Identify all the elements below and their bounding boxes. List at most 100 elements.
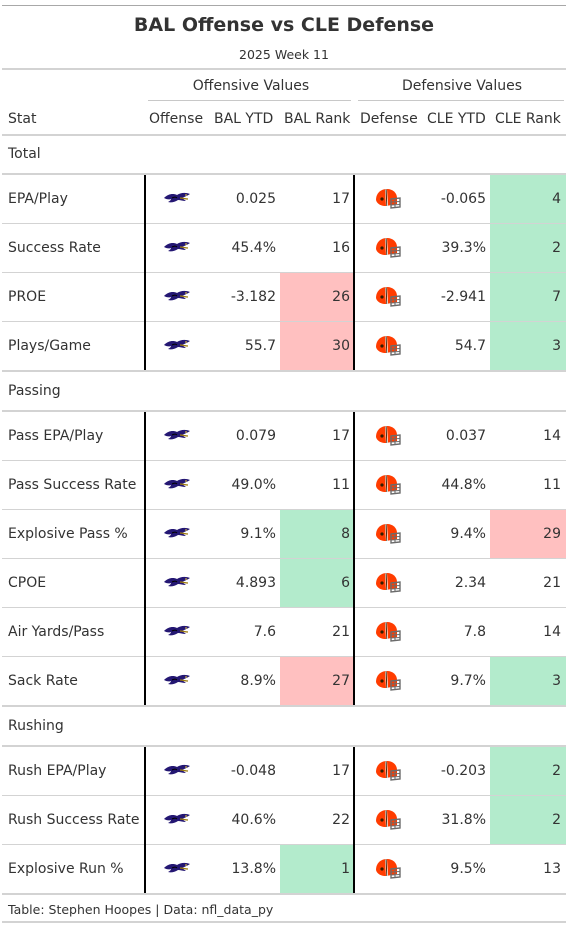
cle-rank-cell: 7 bbox=[490, 273, 566, 321]
section-divider-line bbox=[353, 412, 355, 705]
table-row: Rush Success Rate 40.6% 22 31.8% 2 bbox=[2, 796, 566, 845]
group-header-passing: Passing bbox=[2, 372, 566, 412]
group-label: Total bbox=[8, 146, 41, 162]
defense-logo-cell bbox=[354, 657, 420, 705]
col-header-offense: Offense bbox=[149, 111, 204, 127]
offense-logo-cell bbox=[144, 273, 210, 321]
table-row: CPOE 4.893 6 2.34 21 bbox=[2, 559, 566, 608]
defense-logo-cell bbox=[354, 510, 420, 558]
table-row: Pass Success Rate 49.0% 11 44.8% 11 bbox=[2, 461, 566, 510]
offense-logo-cell bbox=[144, 608, 210, 656]
browns-helmet-icon bbox=[373, 759, 401, 783]
ravens-logo-icon bbox=[162, 762, 192, 780]
bottom-rule bbox=[2, 921, 566, 923]
bal-ytd-cell: 7.6 bbox=[253, 624, 276, 640]
defense-logo-cell bbox=[354, 747, 420, 795]
cle-ytd-cell: 54.7 bbox=[454, 338, 486, 354]
stat-cell: Rush Success Rate bbox=[8, 812, 140, 828]
spanner-defensive-values: Defensive Values bbox=[401, 78, 523, 94]
table-title: BAL Offense vs CLE Defense bbox=[133, 14, 435, 36]
cle-rank-cell: 29 bbox=[490, 510, 566, 558]
cle-rank-cell: 14 bbox=[543, 428, 561, 444]
bal-ytd-cell: -3.182 bbox=[230, 289, 276, 305]
ravens-logo-icon bbox=[162, 811, 192, 829]
bal-ytd-cell: -0.048 bbox=[230, 763, 276, 779]
offense-logo-cell bbox=[144, 412, 210, 460]
cle-ytd-cell: 39.3% bbox=[441, 240, 486, 256]
bal-rank-cell: 17 bbox=[332, 191, 350, 207]
bal-rank-cell: 22 bbox=[332, 812, 350, 828]
header-divider bbox=[2, 134, 566, 136]
stat-cell: Pass Success Rate bbox=[8, 477, 137, 493]
table-row: EPA/Play 0.025 17 -0.065 4 bbox=[2, 175, 566, 224]
browns-helmet-icon bbox=[373, 620, 401, 644]
group-header-total: Total bbox=[2, 135, 566, 175]
source-note: Table: Stephen Hoopes | Data: nfl_data_p… bbox=[8, 902, 274, 917]
cle-rank-cell: 11 bbox=[543, 477, 561, 493]
cle-ytd-cell: 0.037 bbox=[445, 428, 486, 444]
table-row: Air Yards/Pass 7.6 21 7.8 14 bbox=[2, 608, 566, 657]
bal-rank-cell: 11 bbox=[332, 477, 350, 493]
cle-rank-cell: 2 bbox=[490, 224, 566, 272]
stat-cell: Plays/Game bbox=[8, 338, 91, 354]
bal-rank-cell: 6 bbox=[280, 559, 354, 607]
ravens-logo-icon bbox=[162, 525, 192, 543]
browns-helmet-icon bbox=[373, 808, 401, 832]
bal-rank-cell: 17 bbox=[332, 763, 350, 779]
table-row: Rush EPA/Play -0.048 17 -0.203 2 bbox=[2, 747, 566, 796]
bal-rank-cell: 8 bbox=[280, 510, 354, 558]
top-rule bbox=[2, 5, 566, 6]
bal-ytd-cell: 9.1% bbox=[240, 526, 276, 542]
table-row: Sack Rate 8.9% 27 9.7% 3 bbox=[2, 657, 566, 707]
offense-logo-cell bbox=[144, 224, 210, 272]
ravens-logo-icon bbox=[162, 239, 192, 257]
ravens-logo-icon bbox=[162, 672, 192, 690]
browns-helmet-icon bbox=[373, 236, 401, 260]
browns-helmet-icon bbox=[373, 334, 401, 358]
cle-rank-cell: 14 bbox=[543, 624, 561, 640]
ravens-logo-icon bbox=[162, 476, 192, 494]
cle-rank-cell: 4 bbox=[490, 175, 566, 223]
table-row: PROE -3.182 26 -2.941 7 bbox=[2, 273, 566, 322]
stat-cell: Air Yards/Pass bbox=[8, 624, 105, 640]
offense-logo-cell bbox=[144, 845, 210, 893]
cle-ytd-cell: 9.7% bbox=[450, 673, 486, 689]
ravens-logo-icon bbox=[162, 427, 192, 445]
bal-ytd-cell: 13.8% bbox=[231, 861, 276, 877]
table-row: Explosive Pass % 9.1% 8 9.4% 29 bbox=[2, 510, 566, 559]
bal-rank-cell: 16 bbox=[332, 240, 350, 256]
defense-logo-cell bbox=[354, 461, 420, 509]
bal-ytd-cell: 45.4% bbox=[231, 240, 276, 256]
ravens-logo-icon bbox=[162, 574, 192, 592]
bal-ytd-cell: 0.079 bbox=[235, 428, 276, 444]
ravens-logo-icon bbox=[162, 288, 192, 306]
group-label: Passing bbox=[8, 383, 61, 399]
cle-ytd-cell: 2.34 bbox=[454, 575, 486, 591]
defense-logo-cell bbox=[354, 845, 420, 893]
ravens-logo-icon bbox=[162, 860, 192, 878]
cle-ytd-cell: 7.8 bbox=[463, 624, 486, 640]
offense-logo-cell bbox=[144, 657, 210, 705]
stat-cell: EPA/Play bbox=[8, 191, 68, 207]
browns-helmet-icon bbox=[373, 424, 401, 448]
defense-logo-cell bbox=[354, 608, 420, 656]
ravens-logo-icon bbox=[162, 337, 192, 355]
col-header-stat: Stat bbox=[8, 111, 37, 127]
cle-rank-cell: 21 bbox=[543, 575, 561, 591]
ravens-logo-icon bbox=[162, 623, 192, 641]
table-row: Success Rate 45.4% 16 39.3% 2 bbox=[2, 224, 566, 273]
bal-ytd-cell: 40.6% bbox=[231, 812, 276, 828]
browns-helmet-icon bbox=[373, 669, 401, 693]
bal-ytd-cell: 4.893 bbox=[235, 575, 276, 591]
cle-ytd-cell: 9.4% bbox=[450, 526, 486, 542]
offense-logo-cell bbox=[144, 175, 210, 223]
defense-logo-cell bbox=[354, 796, 420, 844]
offense-logo-cell bbox=[144, 559, 210, 607]
bal-rank-cell: 30 bbox=[280, 322, 354, 370]
defense-logo-cell bbox=[354, 175, 420, 223]
cle-ytd-cell: 9.5% bbox=[450, 861, 486, 877]
stat-cell: Pass EPA/Play bbox=[8, 428, 104, 444]
cle-rank-cell: 2 bbox=[490, 747, 566, 795]
defense-logo-cell bbox=[354, 322, 420, 370]
cle-rank-cell: 3 bbox=[490, 322, 566, 370]
